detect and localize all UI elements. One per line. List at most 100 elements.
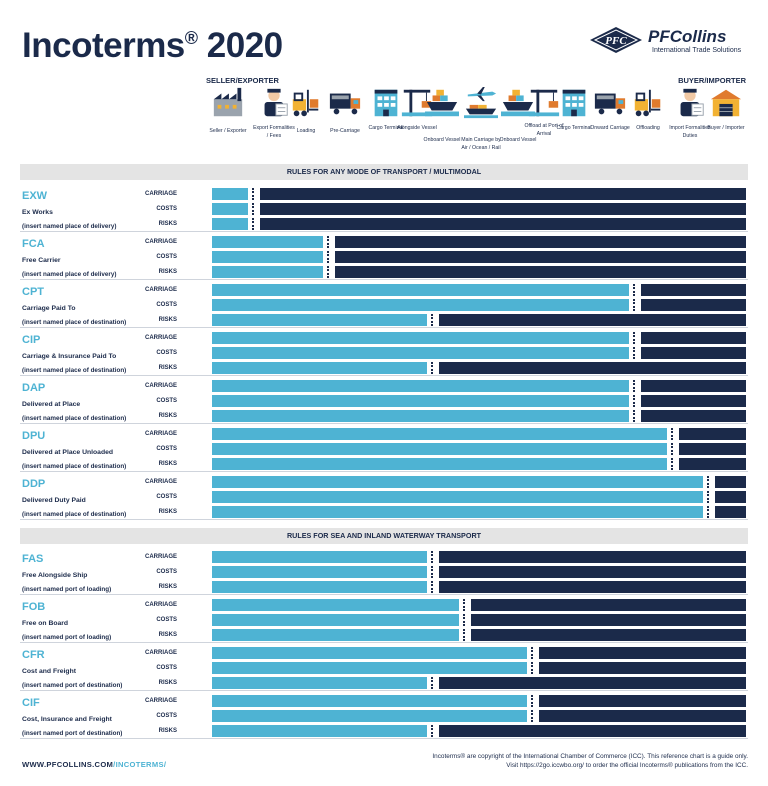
bar-carriage — [212, 428, 746, 440]
buyer-responsibility-bar — [715, 476, 746, 488]
bar-carriage — [212, 476, 746, 488]
row-label-risks: RISKS — [158, 632, 177, 638]
bar-risks — [212, 581, 746, 593]
transfer-point-divider — [633, 410, 637, 422]
bar-carriage — [212, 188, 746, 200]
transfer-point-divider — [431, 725, 435, 737]
seller-responsibility-bar — [212, 614, 459, 626]
transfer-point-divider — [531, 647, 535, 659]
term-name: Free Carrier — [22, 257, 61, 264]
buyer-responsibility-bar — [679, 458, 746, 470]
plane-ship-train-icon — [464, 86, 498, 119]
transfer-point-divider — [327, 236, 331, 248]
seller-responsibility-bar — [212, 218, 248, 230]
bar-costs — [212, 395, 746, 407]
term-place: (insert named place of destination) — [22, 319, 127, 326]
term-name: Delivered at Place Unloaded — [22, 449, 114, 456]
buyer-responsibility-bar — [260, 188, 746, 200]
seller-responsibility-bar — [212, 203, 248, 215]
term-name: Free Alongside Ship — [22, 572, 88, 579]
seller-responsibility-bar — [212, 551, 427, 563]
seller-responsibility-bar — [212, 443, 667, 455]
transfer-point-divider — [633, 347, 637, 359]
process-step — [459, 86, 503, 120]
transfer-point-divider — [633, 395, 637, 407]
forklift-icon — [634, 89, 661, 117]
process-step — [323, 86, 367, 120]
buyer-responsibility-bar — [641, 347, 746, 359]
crane-icon — [528, 89, 560, 117]
seller-responsibility-bar — [212, 251, 323, 263]
row-label-carriage: CARRIAGE — [144, 554, 177, 560]
transfer-point-divider — [633, 284, 637, 296]
term-place: (insert named place of destination) — [22, 511, 127, 518]
row-label-risks: RISKS — [158, 461, 177, 467]
bar-risks — [212, 362, 746, 374]
row-label-carriage: CARRIAGE — [144, 698, 177, 704]
process-step-label: Cargo Terminal — [368, 125, 404, 131]
process-step-label: Import Formalities Duties — [669, 125, 711, 139]
process-step-label: Buyer / Importer — [707, 125, 745, 131]
transfer-point-divider — [252, 218, 256, 230]
row-label-risks: RISKS — [158, 365, 177, 371]
warehouse-icon — [710, 89, 742, 117]
process-step-label: Seller / Exporter — [209, 128, 247, 134]
bar-carriage — [212, 236, 746, 248]
process-step — [522, 86, 566, 120]
footer-url-link[interactable]: WWW.PFCOLLINS.COM/INCOTERMS/ — [22, 760, 167, 769]
bar-risks — [212, 458, 746, 470]
buyer-responsibility-bar — [641, 380, 746, 392]
transfer-point-divider — [633, 332, 637, 344]
transfer-point-divider — [531, 662, 535, 674]
term-code: DAP — [22, 382, 46, 394]
row-label-risks: RISKS — [158, 584, 177, 590]
term-name: Delivered Duty Paid — [22, 497, 86, 504]
buyer-responsibility-bar — [641, 299, 746, 311]
row-label-costs: COSTS — [156, 350, 177, 356]
buyer-responsibility-bar — [335, 251, 746, 263]
term-code: CIF — [22, 697, 40, 709]
term-code: FCA — [22, 238, 45, 250]
process-step — [552, 86, 596, 120]
row-label-risks: RISKS — [158, 317, 177, 323]
row-label-risks: RISKS — [158, 728, 177, 734]
bar-carriage — [212, 599, 746, 611]
buyer-responsibility-bar — [539, 662, 746, 674]
truck-icon — [594, 93, 626, 115]
term-place: (insert named port of destination) — [22, 682, 123, 689]
buyer-responsibility-bar — [471, 599, 746, 611]
process-step — [284, 86, 328, 120]
buyer-responsibility-bar — [335, 266, 746, 278]
process-step-label: Offloading — [636, 125, 660, 131]
seller-responsibility-bar — [212, 581, 427, 593]
transfer-point-divider — [327, 266, 331, 278]
bar-carriage — [212, 695, 746, 707]
row-label-carriage: CARRIAGE — [144, 383, 177, 389]
seller-responsibility-bar — [212, 647, 527, 659]
buyer-responsibility-bar — [679, 443, 746, 455]
transfer-point-divider — [633, 380, 637, 392]
bar-carriage — [212, 380, 746, 392]
seller-responsibility-bar — [212, 629, 459, 641]
term-cif: CIF Cost, Insurance and Freight (insert na… — [20, 692, 748, 739]
bar-risks — [212, 314, 746, 326]
customs-officer-icon — [264, 88, 288, 117]
process-step-label: Export Formalities / Fees — [253, 125, 295, 139]
process-step — [704, 86, 748, 120]
row-label-risks: RISKS — [158, 221, 177, 227]
buyer-responsibility-bar — [679, 428, 746, 440]
transfer-point-divider — [463, 629, 467, 641]
process-step — [496, 86, 540, 120]
row-label-costs: COSTS — [156, 398, 177, 404]
process-step-label: Pre-Carriage — [330, 128, 360, 134]
seller-responsibility-bar — [212, 362, 427, 374]
copyright-line-2: Visit https://2go.iccwbo.org/ to order t… — [506, 762, 748, 770]
term-name: Carriage Paid To — [22, 305, 76, 312]
term-dap: DAP Delivered at Place (insert named place… — [20, 377, 748, 424]
copyright-note: Incoterms® are copyright of the Internat… — [432, 752, 748, 771]
seller-responsibility-bar — [212, 725, 427, 737]
transfer-point-divider — [252, 188, 256, 200]
transfer-point-divider — [463, 599, 467, 611]
process-step — [206, 86, 250, 120]
transfer-point-divider — [707, 506, 711, 518]
